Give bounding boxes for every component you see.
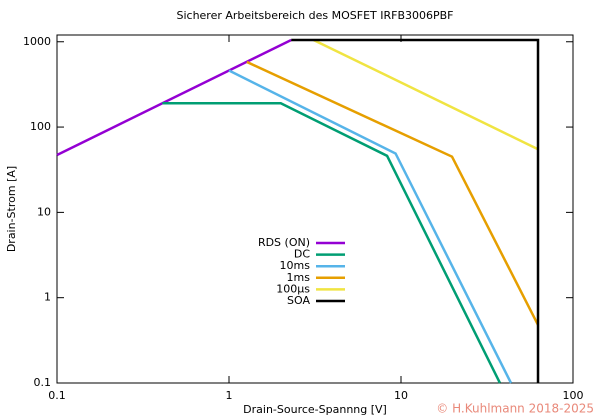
plot-frame (56, 34, 574, 384)
legend-label: 10ms (280, 259, 311, 272)
legend-label: SOA (287, 294, 310, 307)
series-line (291, 38, 540, 383)
series-line (312, 38, 539, 151)
series-line (162, 102, 502, 384)
y-tick-label: 10 (37, 205, 51, 218)
series-line (246, 60, 540, 326)
copyright: © H.Kuhlmann 2018-2025 (436, 402, 594, 416)
x-tick-label: 10 (394, 389, 408, 402)
chart-title: Sicherer Arbeitsbereich des MOSFET IRFB3… (176, 9, 453, 22)
x-tick-label: 1 (226, 389, 233, 402)
y-tick-label: 100 (30, 120, 51, 133)
y-axis-label: Drain-Strom [A] (5, 166, 18, 252)
y-tick-label: 1 (44, 291, 51, 304)
legend-label: 100µs (276, 282, 310, 295)
x-tick-label: 100 (563, 389, 584, 402)
y-tick-label: 0.1 (34, 376, 52, 389)
x-tick-label: 0.1 (48, 389, 66, 402)
legend-label: DC (294, 248, 310, 261)
series-line (228, 69, 513, 384)
x-axis-label: Drain-Source-Spannng [V] (243, 403, 387, 416)
legend-label: RDS (ON) (258, 236, 310, 249)
series-line (56, 38, 292, 157)
legend-label: 1ms (287, 271, 311, 284)
y-tick-label: 1000 (23, 35, 51, 48)
